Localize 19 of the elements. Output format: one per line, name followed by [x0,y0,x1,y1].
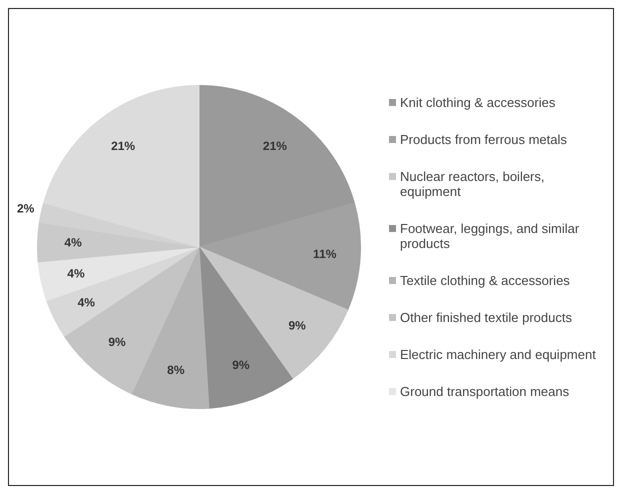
data-label: 4% [78,295,96,310]
data-label: 11% [313,247,337,262]
data-label: 21% [262,138,288,153]
legend-label: Knit clothing & accessories [400,95,556,110]
data-label: 9% [108,334,126,349]
data-label: 8% [167,363,185,378]
data-label: 9% [232,358,250,372]
legend-label: Footwear, leggings, and similar products [400,221,580,251]
legend-label: Electric machinery and equipment [400,347,596,362]
data-label: 9% [288,318,306,332]
legend-label: Ground transportation means [400,384,570,399]
data-label: 21% [111,138,136,153]
data-label: 2% [16,201,35,216]
legend-label: Other finished textile products [400,310,572,325]
legend-label: Products from ferrous metals [400,132,567,147]
data-label: 4% [67,266,85,280]
legend-label: Nuclear reactors, boilers, equipment [400,169,546,199]
data-label: 4% [64,235,82,250]
legend-label: Textile clothing & accessories [400,273,570,288]
